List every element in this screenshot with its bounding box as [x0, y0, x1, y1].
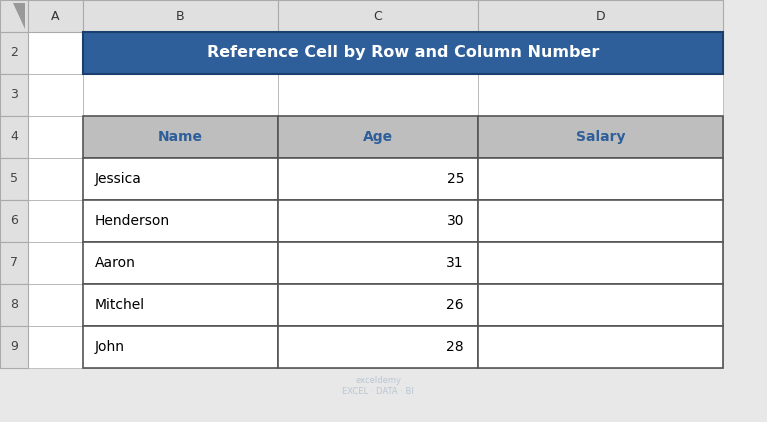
Bar — [478, 200, 723, 242]
Text: 4: 4 — [10, 130, 18, 143]
Bar — [83, 284, 278, 326]
Text: 25: 25 — [446, 172, 464, 186]
Text: 26: 26 — [446, 298, 464, 312]
Bar — [83, 242, 278, 284]
Text: Age: Age — [363, 130, 393, 144]
Bar — [83, 326, 278, 368]
Bar — [0, 32, 28, 74]
Bar — [83, 158, 278, 200]
Bar — [83, 200, 278, 242]
Bar — [83, 158, 278, 200]
Text: exceldemy
EXCEL · DATA · BI: exceldemy EXCEL · DATA · BI — [342, 376, 414, 396]
Text: Mitchel: Mitchel — [95, 298, 145, 312]
Text: 5: 5 — [10, 173, 18, 186]
Bar — [278, 242, 478, 284]
Bar — [28, 0, 83, 32]
Bar — [28, 158, 83, 200]
Text: 3: 3 — [10, 89, 18, 102]
Bar — [0, 74, 28, 116]
Bar — [83, 32, 723, 74]
Bar — [478, 326, 723, 368]
Bar — [278, 200, 478, 242]
Bar — [478, 116, 723, 158]
Bar — [478, 284, 723, 326]
Bar — [478, 32, 723, 74]
Bar — [478, 242, 723, 284]
Text: 6: 6 — [10, 214, 18, 227]
Bar — [278, 242, 478, 284]
Bar — [83, 326, 278, 368]
Bar — [83, 32, 278, 74]
Bar — [28, 116, 83, 158]
Bar — [28, 32, 83, 74]
Text: 28: 28 — [446, 340, 464, 354]
Bar — [83, 116, 278, 158]
Bar — [0, 158, 28, 200]
Text: Reference Cell by Row and Column Number: Reference Cell by Row and Column Number — [207, 46, 599, 60]
Bar — [278, 284, 478, 326]
Text: Jessica: Jessica — [95, 172, 142, 186]
Text: D: D — [596, 10, 605, 22]
Bar — [83, 116, 278, 158]
Bar — [0, 326, 28, 368]
Bar — [0, 116, 28, 158]
Bar — [478, 74, 723, 116]
Text: 7: 7 — [10, 257, 18, 270]
Text: 9: 9 — [10, 341, 18, 354]
Text: John: John — [95, 340, 125, 354]
Bar — [0, 0, 28, 32]
Bar — [0, 200, 28, 242]
Text: Henderson: Henderson — [95, 214, 170, 228]
Bar — [83, 0, 278, 32]
Bar — [0, 242, 28, 284]
Bar — [278, 0, 478, 32]
Text: 31: 31 — [446, 256, 464, 270]
Bar — [478, 200, 723, 242]
Bar — [28, 74, 83, 116]
Text: B: B — [176, 10, 185, 22]
Text: Name: Name — [158, 130, 203, 144]
Bar — [278, 116, 478, 158]
Text: 8: 8 — [10, 298, 18, 311]
Text: Salary: Salary — [576, 130, 625, 144]
Bar — [28, 200, 83, 242]
Polygon shape — [12, 3, 25, 29]
Bar — [278, 284, 478, 326]
Bar — [83, 74, 278, 116]
Bar — [278, 158, 478, 200]
Bar — [28, 326, 83, 368]
Bar — [478, 158, 723, 200]
Bar — [83, 200, 278, 242]
Bar — [278, 326, 478, 368]
Bar — [478, 0, 723, 32]
Bar — [278, 326, 478, 368]
Bar — [0, 284, 28, 326]
Bar — [278, 32, 478, 74]
Bar — [278, 116, 478, 158]
Bar — [83, 242, 278, 284]
Bar — [478, 326, 723, 368]
Bar — [28, 284, 83, 326]
Bar — [278, 74, 478, 116]
Bar — [278, 200, 478, 242]
Text: A: A — [51, 10, 60, 22]
Text: C: C — [374, 10, 383, 22]
Bar — [478, 158, 723, 200]
Bar — [83, 284, 278, 326]
Text: Aaron: Aaron — [95, 256, 136, 270]
Bar — [28, 242, 83, 284]
Bar — [278, 158, 478, 200]
Text: 30: 30 — [446, 214, 464, 228]
Bar — [478, 242, 723, 284]
Bar — [478, 116, 723, 158]
Text: 2: 2 — [10, 46, 18, 60]
Bar — [478, 284, 723, 326]
